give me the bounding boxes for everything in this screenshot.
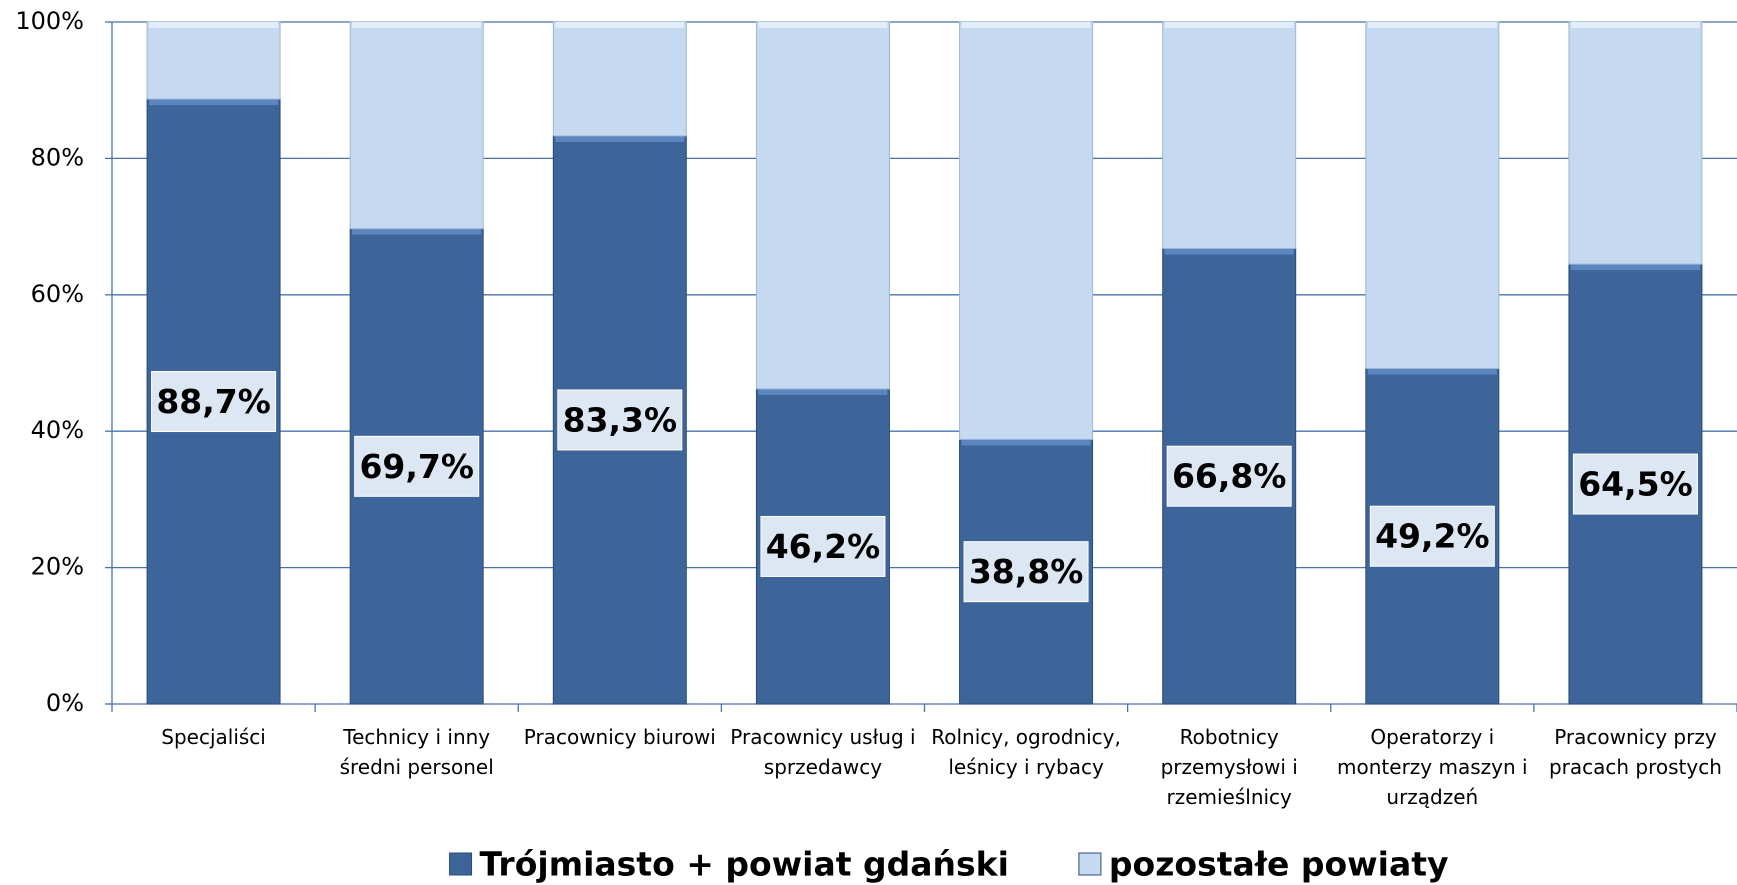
legend-swatch xyxy=(449,852,473,876)
y-tick-label: 0% xyxy=(46,689,84,717)
legend-label: pozostałe powiaty xyxy=(1109,845,1449,884)
value-label-box xyxy=(760,515,886,577)
x-tick-label: Specjaliści xyxy=(161,725,266,749)
x-tick-label: Pracownicy usług i sprzedawcy xyxy=(730,725,916,779)
bar-bevel xyxy=(758,388,888,395)
value-label-box xyxy=(557,389,683,451)
bar-bevel xyxy=(1164,22,1294,28)
bar-bevel xyxy=(1367,22,1497,28)
x-tick-label: Pracownicy przy pracach prostych xyxy=(1548,725,1722,779)
bar-bevel xyxy=(1570,22,1700,28)
x-tick-label: Rolnicy, ogrodnicy, leśnicy i rybacy xyxy=(931,725,1121,779)
x-tick-label: Operatorzy i monterzy maszyn i urządzeń xyxy=(1337,725,1528,809)
bar-bevel xyxy=(1164,248,1294,255)
x-tick-label: Technicy i inny średni personel xyxy=(339,725,494,779)
value-label: 66,8% xyxy=(1172,457,1287,496)
bar-bevel xyxy=(555,22,685,28)
bar-bevel xyxy=(149,22,279,28)
value-label: 83,3% xyxy=(563,400,678,439)
value-label: 46,2% xyxy=(766,527,881,566)
value-label-box xyxy=(963,541,1089,603)
bar-bevel xyxy=(961,439,1091,446)
x-tick-label: Robotnicy przemysłowi i rzemieślnicy xyxy=(1160,725,1298,809)
bar-segment xyxy=(959,21,1094,440)
y-tick-label: 40% xyxy=(31,416,84,444)
legend-label: Trójmiasto + powiat gdański xyxy=(480,845,1009,884)
bar-bevel xyxy=(961,22,1091,28)
legend-swatch xyxy=(1078,852,1102,876)
y-tick-label: 60% xyxy=(31,280,84,308)
y-tick-label: 80% xyxy=(31,143,84,171)
value-label-box xyxy=(1572,453,1698,515)
bar-bevel xyxy=(555,135,685,142)
bar-segment xyxy=(1365,21,1500,369)
bar-segment xyxy=(1162,21,1297,249)
value-label: 64,5% xyxy=(1578,465,1693,504)
bar-bevel xyxy=(352,22,482,28)
bar-bevel xyxy=(758,22,888,28)
bar-segment xyxy=(146,21,281,100)
x-tick-label: Pracownicy biurowi xyxy=(523,725,716,749)
bar-segment xyxy=(552,21,687,137)
y-tick-label: 20% xyxy=(31,553,84,581)
value-label-box xyxy=(151,371,277,433)
value-label-box xyxy=(1369,505,1495,567)
bar-segment xyxy=(1568,21,1703,265)
bar-bevel xyxy=(149,99,279,106)
value-label: 38,8% xyxy=(969,552,1084,591)
value-label: 49,2% xyxy=(1375,517,1490,556)
bar-bevel xyxy=(352,228,482,235)
bar-bevel xyxy=(1570,264,1700,271)
bar-segment xyxy=(349,21,484,230)
value-label-box xyxy=(1166,445,1292,507)
value-label-box xyxy=(354,435,480,497)
bar-bevel xyxy=(1367,368,1497,375)
y-tick-label: 100% xyxy=(15,7,84,35)
bar-segment xyxy=(755,21,890,390)
value-label: 88,7% xyxy=(156,382,271,421)
value-label: 69,7% xyxy=(359,447,474,486)
